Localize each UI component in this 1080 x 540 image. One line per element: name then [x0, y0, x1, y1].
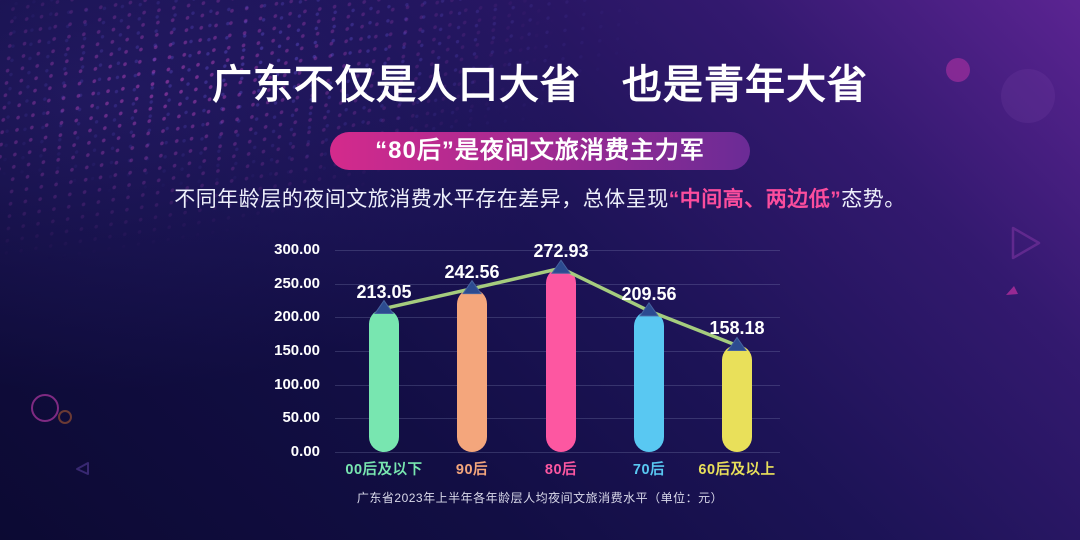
headline-badge-label: “80后”是夜间文旅消费主力军	[375, 137, 705, 164]
y-tick-label: 300.00	[274, 241, 320, 258]
bar	[634, 310, 664, 452]
y-tick-label: 200.00	[274, 308, 320, 326]
decor-play-triangle-outline	[1011, 226, 1041, 260]
subtitle-highlight: “中间高、两边低”	[668, 188, 842, 211]
grid-line	[335, 452, 780, 453]
y-tick-label: 150.00	[274, 342, 320, 359]
bar-chart: 0.00 50.00 100.00 150.00 200.00 250.00 300.00 2…	[260, 240, 840, 490]
bar-value-label: 213.05	[356, 281, 412, 302]
bar-value-label: 209.56	[621, 283, 677, 304]
page-title: 广东不仅是人口大省 也是青年大省	[212, 63, 868, 107]
bar-value-label: 158.18	[709, 318, 765, 339]
decor-small-filled-triangle	[1006, 286, 1018, 295]
subtitle-suffix: 态势。	[841, 188, 906, 211]
bar-value-label: 242.56	[444, 261, 500, 282]
category-label: 90后	[455, 462, 489, 478]
bar	[722, 345, 752, 452]
chart-caption: 广东省2023年上半年各年龄层人均夜间文旅消费水平（单位：元）	[356, 491, 724, 505]
grid-line	[335, 250, 780, 251]
bar-value-label: 272.93	[533, 241, 589, 262]
decor-triangle-outline	[76, 462, 89, 475]
decor-ring-small	[58, 410, 72, 424]
subtitle-prefix: 不同年龄层的夜间文旅消费水平存在差异，总体呈现	[174, 188, 669, 211]
category-label: 00后及以下	[345, 462, 423, 478]
bar	[369, 308, 399, 452]
subtitle: 不同年龄层的夜间文旅消费水平存在差异，总体呈现“中间高、两边低”态势。	[0, 183, 1080, 213]
bar	[546, 268, 576, 452]
category-label: 70后	[632, 462, 666, 478]
y-tick-label: 250.00	[274, 274, 320, 292]
category-label: 80后	[544, 462, 578, 478]
y-tick-label: 100.00	[274, 375, 320, 393]
category-label: 60后及以上	[698, 462, 776, 478]
headline-badge: “80后”是夜间文旅消费主力军	[330, 132, 750, 170]
bar	[457, 288, 487, 452]
y-tick-label: 50.00	[282, 409, 320, 427]
decor-ring-large	[31, 394, 59, 422]
y-tick-label: 0.00	[290, 443, 320, 460]
